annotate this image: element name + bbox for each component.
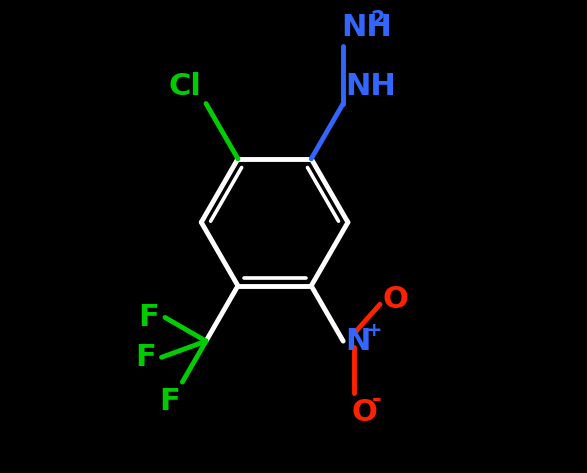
Text: O: O <box>382 285 408 314</box>
Text: F: F <box>159 387 180 416</box>
Text: +: + <box>365 321 382 340</box>
Text: F: F <box>135 343 156 372</box>
Text: Cl: Cl <box>168 72 201 101</box>
Text: NH: NH <box>341 13 392 42</box>
Text: F: F <box>139 303 159 332</box>
Text: N: N <box>346 326 371 356</box>
Text: 2: 2 <box>370 10 384 30</box>
Text: O: O <box>351 398 377 427</box>
Text: NH: NH <box>346 72 396 101</box>
Text: -: - <box>372 387 382 412</box>
